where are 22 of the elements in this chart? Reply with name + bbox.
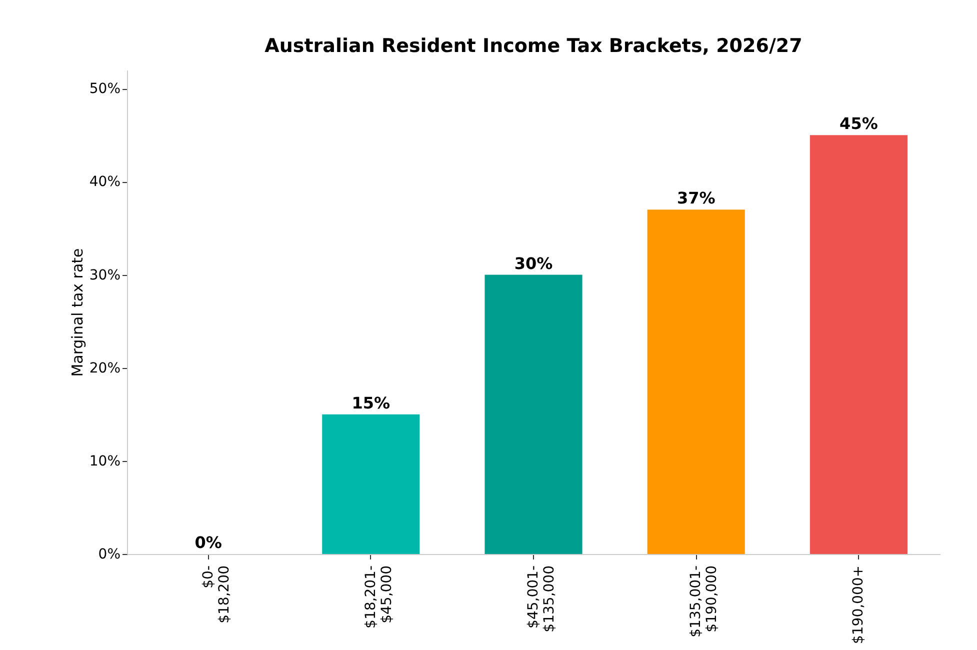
y-tick-label: 30% bbox=[89, 267, 120, 284]
data-label: 45% bbox=[840, 114, 878, 134]
bar bbox=[647, 210, 745, 554]
data-label: 0% bbox=[194, 533, 222, 552]
x-tick-label: $135,001- $190,000 bbox=[688, 566, 720, 638]
y-tick-label: 20% bbox=[89, 360, 120, 376]
y-tick-label: 0% bbox=[98, 546, 120, 562]
x-tick-label: $190,000+ bbox=[850, 566, 867, 644]
x-tick-label: $0- $18,200 bbox=[200, 566, 232, 624]
x-tick-label: $18,201- $45,000 bbox=[362, 566, 395, 628]
bar bbox=[484, 274, 582, 554]
data-label: 15% bbox=[352, 393, 390, 412]
bar bbox=[810, 135, 908, 554]
bar bbox=[322, 414, 420, 554]
x-tick-label: $45,001- $135,000 bbox=[526, 566, 558, 632]
y-tick-label: 10% bbox=[89, 453, 120, 470]
chart-title: Australian Resident Income Tax Brackets, 2026/27 bbox=[264, 35, 802, 57]
y-axis-title: Marginal tax rate bbox=[68, 248, 86, 377]
y-tick-label: 50% bbox=[89, 81, 120, 98]
y-tick-label: 40% bbox=[89, 174, 120, 190]
data-label: 30% bbox=[514, 254, 553, 273]
data-label: 37% bbox=[676, 188, 716, 208]
